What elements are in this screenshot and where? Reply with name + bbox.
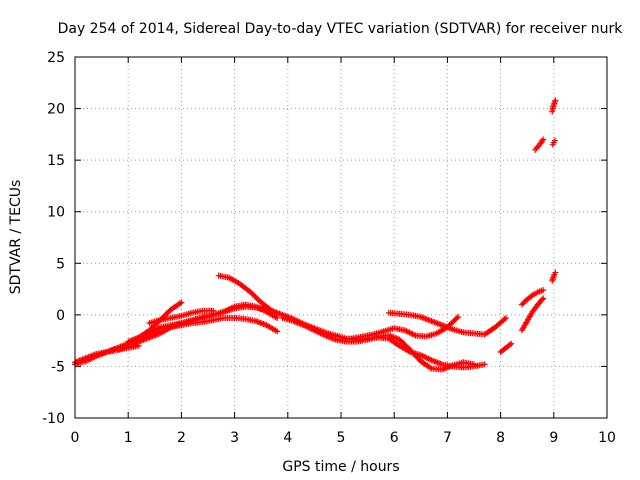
series-arc-5 <box>125 303 270 345</box>
data-point <box>551 137 558 144</box>
x-tick-label: 10 <box>598 430 616 446</box>
y-axis-label: SDTVAR / TECUs <box>8 180 24 295</box>
data-point <box>539 137 546 144</box>
x-tick-label: 9 <box>549 430 558 446</box>
data-point <box>274 314 281 321</box>
x-tick-label: 8 <box>496 430 505 446</box>
data-point <box>274 328 281 335</box>
data-marks <box>72 97 559 373</box>
series-arc-6 <box>146 307 217 327</box>
series-arc-14 <box>532 136 547 153</box>
data-point <box>210 307 217 314</box>
data-point <box>528 293 535 300</box>
grid-lines <box>75 57 607 418</box>
x-tick-label: 6 <box>390 430 399 446</box>
data-point <box>471 361 477 368</box>
y-tick-label: 20 <box>47 102 65 118</box>
series-arc-12 <box>518 295 547 334</box>
data-point <box>481 361 488 368</box>
data-point <box>455 313 462 320</box>
x-tick-label: 3 <box>230 430 239 446</box>
x-tick-label: 0 <box>71 430 80 446</box>
data-point <box>552 97 559 104</box>
data-point <box>501 316 508 323</box>
data-point <box>177 300 184 307</box>
x-tick-label: 4 <box>283 430 292 446</box>
y-tick-label: -5 <box>51 359 65 375</box>
series-arc-9 <box>338 313 462 343</box>
plot-frame <box>74 56 608 419</box>
series-arc-15 <box>549 137 558 148</box>
x-tick-label: 7 <box>443 430 452 446</box>
data-point <box>540 287 547 294</box>
data-point <box>506 341 513 348</box>
data-point <box>453 315 460 322</box>
series-arc-16 <box>549 97 559 115</box>
series-arc-10 <box>385 309 509 338</box>
y-tick-label: -10 <box>42 411 65 427</box>
series-arc-8 <box>279 314 477 373</box>
series-arc-11 <box>497 340 515 355</box>
y-tick-label: 15 <box>47 153 65 169</box>
x-tick-label: 2 <box>177 430 186 446</box>
data-point <box>427 364 434 371</box>
y-tick-label: 0 <box>56 308 65 324</box>
data-point <box>552 269 559 276</box>
axis-ticks: 0 1 2 3 4 5 6 7 8 9 10 -10 -5 0 5 10 15 20 25 <box>42 50 616 446</box>
data-point <box>540 136 547 143</box>
data-point <box>502 314 509 321</box>
data-point <box>540 295 547 302</box>
series-arc-17 <box>549 269 559 284</box>
x-tick-label: 5 <box>337 430 346 446</box>
series-arc-13 <box>518 287 547 308</box>
data-point <box>539 296 546 303</box>
y-tick-label: 5 <box>56 256 65 272</box>
chart-title: Day 254 of 2014, Sidereal Day-to-day VTE… <box>58 21 624 37</box>
y-tick-label: 10 <box>47 205 65 221</box>
x-axis-label: GPS time / hours <box>282 459 399 475</box>
x-tick-label: 1 <box>124 430 133 446</box>
y-tick-label: 25 <box>47 50 65 66</box>
data-point <box>508 340 515 347</box>
data-point <box>178 299 185 306</box>
